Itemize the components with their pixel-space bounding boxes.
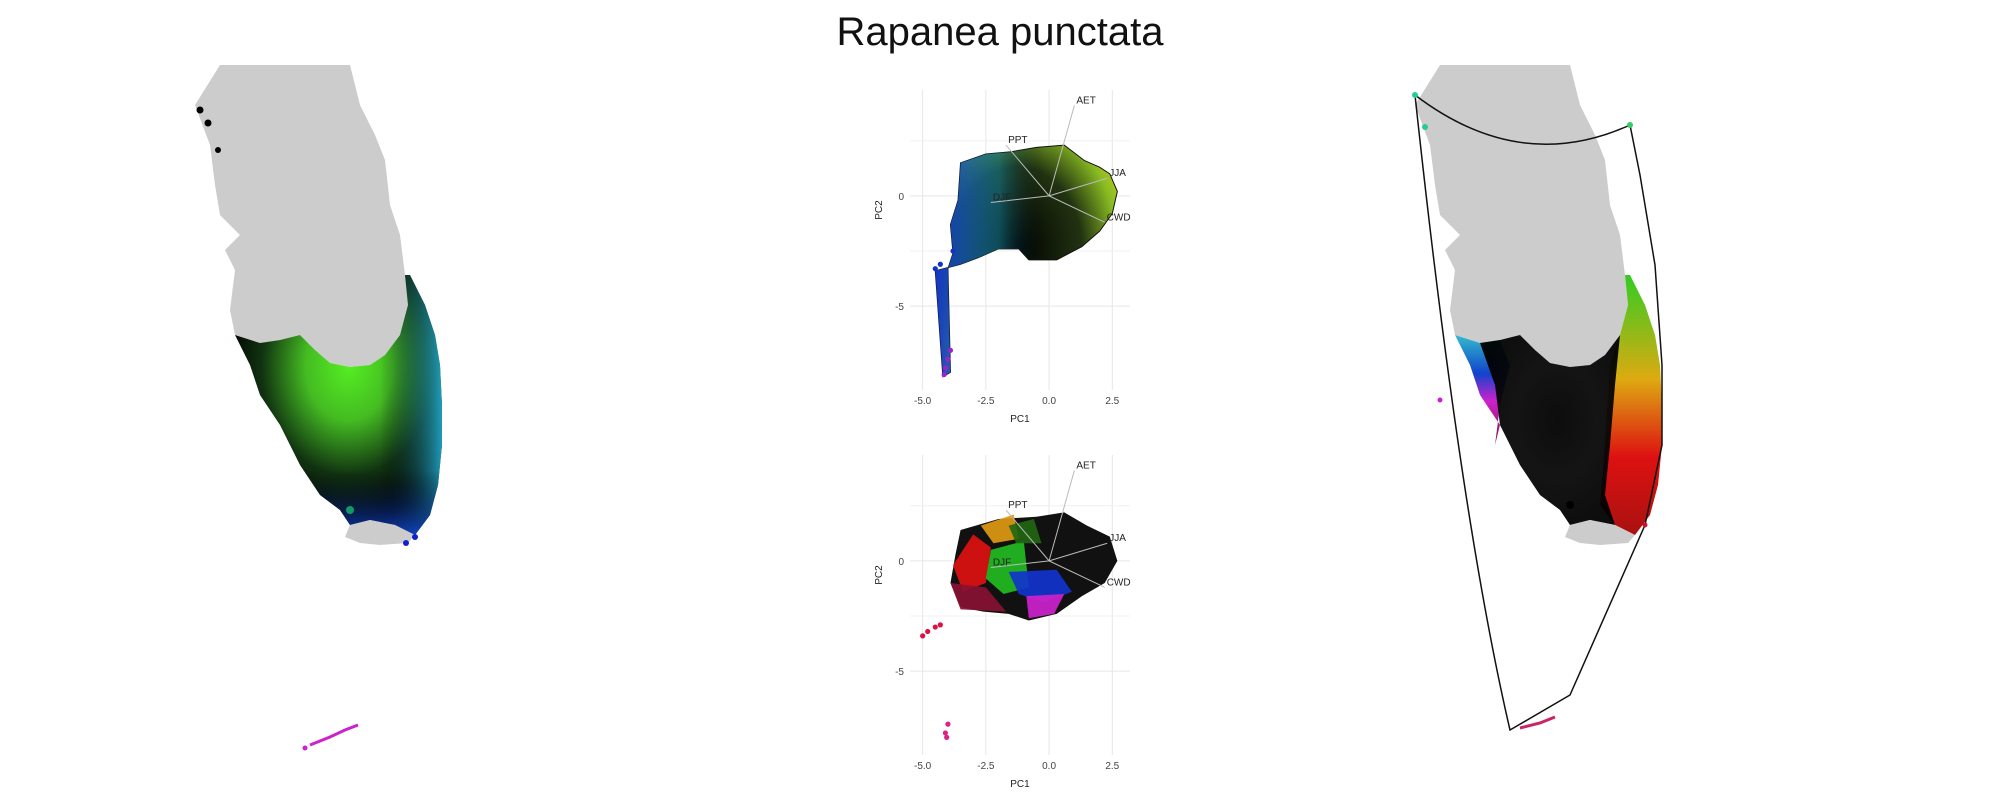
x-tick-label: 0.0 [1042, 761, 1056, 772]
right-map-svg [1412, 65, 1663, 732]
pca-outlier-point [945, 721, 951, 727]
loading-label-aet: AET [1076, 95, 1095, 106]
loading-arrow-ppt [1005, 509, 1050, 562]
x-axis-label: PC1 [1010, 779, 1030, 790]
loading-arrow-cwd [1048, 560, 1105, 588]
y-tick-label: -5 [895, 667, 904, 678]
loading-label-cwd: CWD [1107, 212, 1131, 223]
loading-arrow-jja [1048, 542, 1108, 562]
right-florida-map [1400, 65, 1820, 785]
loading-arrow-aet [1048, 470, 1075, 562]
pca-outlier-point [920, 633, 926, 639]
y-axis-label: PC2 [874, 565, 885, 585]
page-title: Rapanea punctata [836, 10, 1164, 54]
pca-outlier-point [925, 628, 931, 635]
y-axis-label: PC2 [874, 200, 885, 220]
x-tick-label: 0.0 [1042, 396, 1056, 407]
pca-point-cloud-overlay [935, 145, 1118, 377]
pca-outlier-point [942, 730, 949, 736]
pca-bottom-svg: AET PPT JJA DJF CWD -5.0 -2.5 0.0 2.5 0 -5 PC1 PC2 [874, 455, 1131, 790]
pca-color-cluster [980, 514, 1019, 544]
y-tick-label: -5 [895, 302, 904, 313]
right-map-envelope [1414, 93, 1663, 732]
pca-outlier-point [950, 248, 956, 254]
loading-arrow-cwd [1048, 195, 1105, 223]
loading-label-ppt: PPT [1008, 500, 1027, 511]
left-florida-map [180, 65, 640, 785]
left-map-south-tip [345, 520, 415, 545]
left-map-north-land [195, 65, 408, 367]
pca-outlier-point [932, 624, 938, 630]
pca-outlier-point [947, 347, 954, 353]
x-tick-label: -5.0 [914, 761, 932, 772]
y-tick-label: 0 [898, 557, 904, 568]
loading-label-djf: DJF [993, 558, 1011, 569]
pca-color-cluster [952, 534, 991, 592]
y-tick-label: 0 [898, 192, 904, 203]
loading-arrow-ppt [1005, 144, 1050, 197]
x-tick-label: -5.0 [914, 396, 932, 407]
x-tick-label: 2.5 [1105, 761, 1119, 772]
pca-plot-bottom: AET PPT JJA DJF CWD -5.0 -2.5 0.0 2.5 0 -5 PC1 PC2 [870, 435, 1140, 795]
pca-top-svg: AET PPT JJA DJF CWD -5.0 -2.5 0.0 2.5 0 -5 PC1 PC2 [874, 90, 1131, 425]
x-tick-label: -2.5 [977, 396, 995, 407]
loading-label-djf: DJF [993, 193, 1011, 204]
pca-outlier-point [937, 622, 943, 628]
loading-label-aet: AET [1076, 460, 1095, 471]
x-axis-label: PC1 [1010, 414, 1030, 425]
pca-outlier-point [932, 266, 938, 272]
right-map-south-land [1480, 335, 1620, 525]
loading-label-cwd: CWD [1107, 577, 1131, 588]
pca-outlier-point [945, 356, 951, 362]
left-map-svg [195, 65, 442, 751]
loading-label-ppt: PPT [1008, 135, 1027, 146]
x-tick-label: -2.5 [977, 761, 995, 772]
pca-outlier-point [937, 261, 943, 267]
pca-color-cluster [1026, 593, 1065, 619]
pca-color-cluster [950, 582, 1007, 612]
x-tick-label: 2.5 [1105, 396, 1119, 407]
pca-outlier-point [942, 365, 949, 371]
right-map-south-tip [1565, 520, 1635, 545]
pca-outlier-point [941, 371, 947, 378]
loading-arrow-djf [990, 195, 1050, 203]
right-map-north-land [1415, 65, 1628, 367]
loading-label-jja: JJA [1109, 168, 1126, 179]
loading-arrow-jja [1048, 177, 1108, 197]
loading-label-jja: JJA [1109, 533, 1126, 544]
pca-color-cluster [1008, 518, 1042, 544]
pca-plot-top: AET PPT JJA DJF CWD -5.0 -2.5 0.0 2.5 0 -5 PC1 PC2 [870, 70, 1140, 430]
pca-outlier-point [944, 734, 950, 740]
loading-arrow-djf [990, 560, 1050, 568]
loading-arrow-aet [1048, 105, 1075, 197]
